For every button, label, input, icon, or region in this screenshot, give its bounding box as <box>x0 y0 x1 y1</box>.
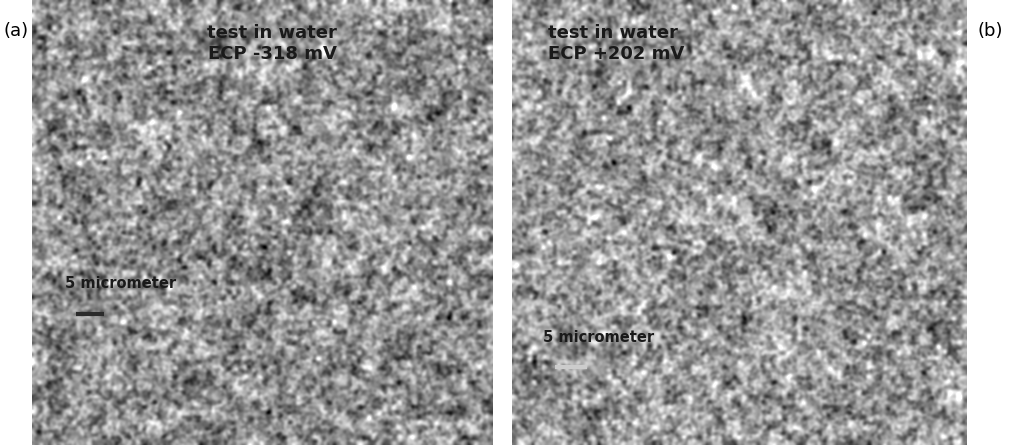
Text: 5 micrometer: 5 micrometer <box>65 276 176 291</box>
Text: (a): (a) <box>4 22 28 40</box>
Text: (b): (b) <box>977 22 1004 40</box>
Text: 5 micrometer: 5 micrometer <box>543 330 655 345</box>
Text: test in water
ECP -318 mV: test in water ECP -318 mV <box>207 24 337 63</box>
Text: test in water
ECP +202 mV: test in water ECP +202 mV <box>548 24 684 63</box>
